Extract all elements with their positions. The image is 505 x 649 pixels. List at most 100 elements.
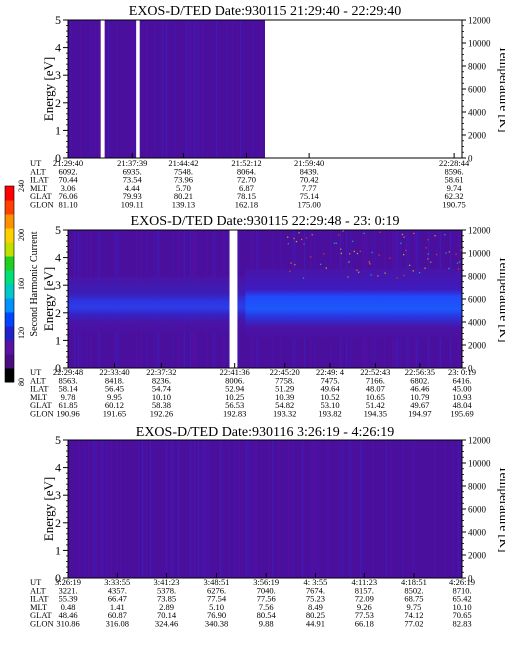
table-cell: 8064. [237,166,256,176]
table-cell: 80.54 [257,610,277,620]
table-cell: 5378. [157,585,176,595]
table-cell: 5.70 [176,183,191,193]
table-cell: 3:48:51 [204,577,230,587]
table-cell: 3:33:55 [104,577,130,587]
panel-title: EXOS-D/TED Date:930115 22:29:48 - 23: 0:… [131,214,400,229]
table-cell: 8563. [58,375,77,385]
temperature-tick-label: 0 [468,574,473,584]
panel-title: EXOS-D/TED Date:930115 21:29:40 - 22:29:… [129,4,401,19]
row-label: MLT [30,392,48,402]
temperature-tick-label: 2000 [468,341,487,351]
table-cell: 192.83 [223,409,246,419]
spectrogram-streaks [78,440,462,578]
table-cell: 21:52:12 [231,158,261,168]
table-cell: 75.23 [306,594,325,604]
row-label: GLON [30,200,54,210]
table-cell: 75.14 [300,191,320,201]
colorbar-segment [5,354,14,369]
energy-tick-label: 0 [55,361,61,375]
table-cell: 22:52:43 [360,367,390,377]
table-cell: 51.42 [366,400,385,410]
colorbar: 80 120 160 200 240 Second Harmonic Current [4,180,40,386]
table-cell: 49.64 [320,384,340,394]
table-cell: 55.39 [58,594,77,604]
temperature-tick-label: 12000 [468,226,491,236]
temperature-tick-label: 10000 [468,459,491,469]
table-cell: 5.10 [209,602,224,612]
energy-axis-label: Energy [eV] [41,57,56,121]
table-cell: 48.04 [452,400,472,410]
colorbar-segment [5,368,14,383]
energy-tick-label: 0 [55,571,61,585]
energy-tick-label: 4 [55,41,61,55]
table-cell: 81.10 [58,200,77,210]
temperature-tick-label: 12000 [468,436,491,446]
table-cell: 310.86 [56,619,79,629]
energy-tick-label: 5 [55,223,61,237]
table-cell: 58.14 [58,384,78,394]
table-cell: 195.69 [450,409,473,419]
row-label: GLON [30,409,54,419]
row-label: ALT [30,585,47,595]
table-cell: 9.75 [406,602,421,612]
table-cell: 21:29:40 [53,158,83,168]
table-cell: 10.79 [410,392,429,402]
table-cell: 77.56 [257,594,276,604]
data-gap [229,230,238,368]
table-cell: 7674. [306,585,325,595]
table-cell: 22:37:32 [146,367,176,377]
temperature-tick-label: 0 [468,154,473,164]
row-label: UT [30,577,42,587]
spectrogram-panel-1: EXOS-D/TED Date:930115 21:29:40 - 22:29:… [30,4,505,210]
table-cell: 22:33:40 [99,367,129,377]
table-cell: 77.54 [207,594,227,604]
row-label: MLT [30,183,48,193]
row-label: ALT [30,166,47,176]
table-cell: 324.46 [155,619,178,629]
table-cell: 6935. [123,166,142,176]
table-cell: 190.75 [442,200,465,210]
table-cell: 61.85 [58,400,77,410]
temperature-axis-label: Temperature [K] [497,256,505,343]
table-cell: 54.82 [275,400,294,410]
table-cell: 175.00 [297,200,320,210]
table-cell: 80.21 [174,191,193,201]
energy-tick-label: 4 [55,251,61,265]
table-cell: 73.85 [157,594,176,604]
row-label: ILAT [30,175,49,185]
table-cell: 6276. [207,585,226,595]
table-cell: 74.12 [404,610,423,620]
table-cell: 82.83 [452,619,471,629]
row-label: ALT [30,375,47,385]
temperature-tick-label: 8000 [468,62,487,72]
energy-tick-label: 0 [55,151,61,165]
energy-tick-label: 1 [55,333,61,347]
colorbar-segment [5,200,14,215]
table-cell: 7475. [320,375,339,385]
table-cell: 8596. [445,166,464,176]
temperature-tick-label: 2000 [468,551,487,561]
energy-axis-label: Energy [eV] [41,477,56,541]
temperature-axis: 0 2000 4000 6000 8000 10000 12000 Temperature [… [462,436,505,584]
table-cell: 72.70 [237,175,256,185]
table-cell: 10.25 [225,392,244,402]
table-cell: 45.00 [452,384,471,394]
row-label: GLAT [30,610,53,620]
table-cell: 6092. [58,166,77,176]
table-cell: 62.32 [445,191,464,201]
table-cell: 3:41:23 [154,577,180,587]
colorbar-segment [5,326,14,341]
table-cell: 8502. [404,585,423,595]
temperature-tick-label: 4000 [468,528,487,538]
table-cell: 10.93 [452,392,471,402]
table-cell: 76.06 [58,191,77,201]
table-cell: 73.96 [174,175,193,185]
temperature-tick-label: 4000 [468,108,487,118]
table-cell: 60.12 [105,400,124,410]
table-cell: 6802. [410,375,429,385]
table-cell: 7040. [257,585,276,595]
energy-tick-label: 5 [55,13,61,27]
colorbar-tick-label: 240 [17,180,26,192]
panel-title: EXOS-D/TED Date:930116 3:26:19 - 4:26:19 [136,425,394,440]
